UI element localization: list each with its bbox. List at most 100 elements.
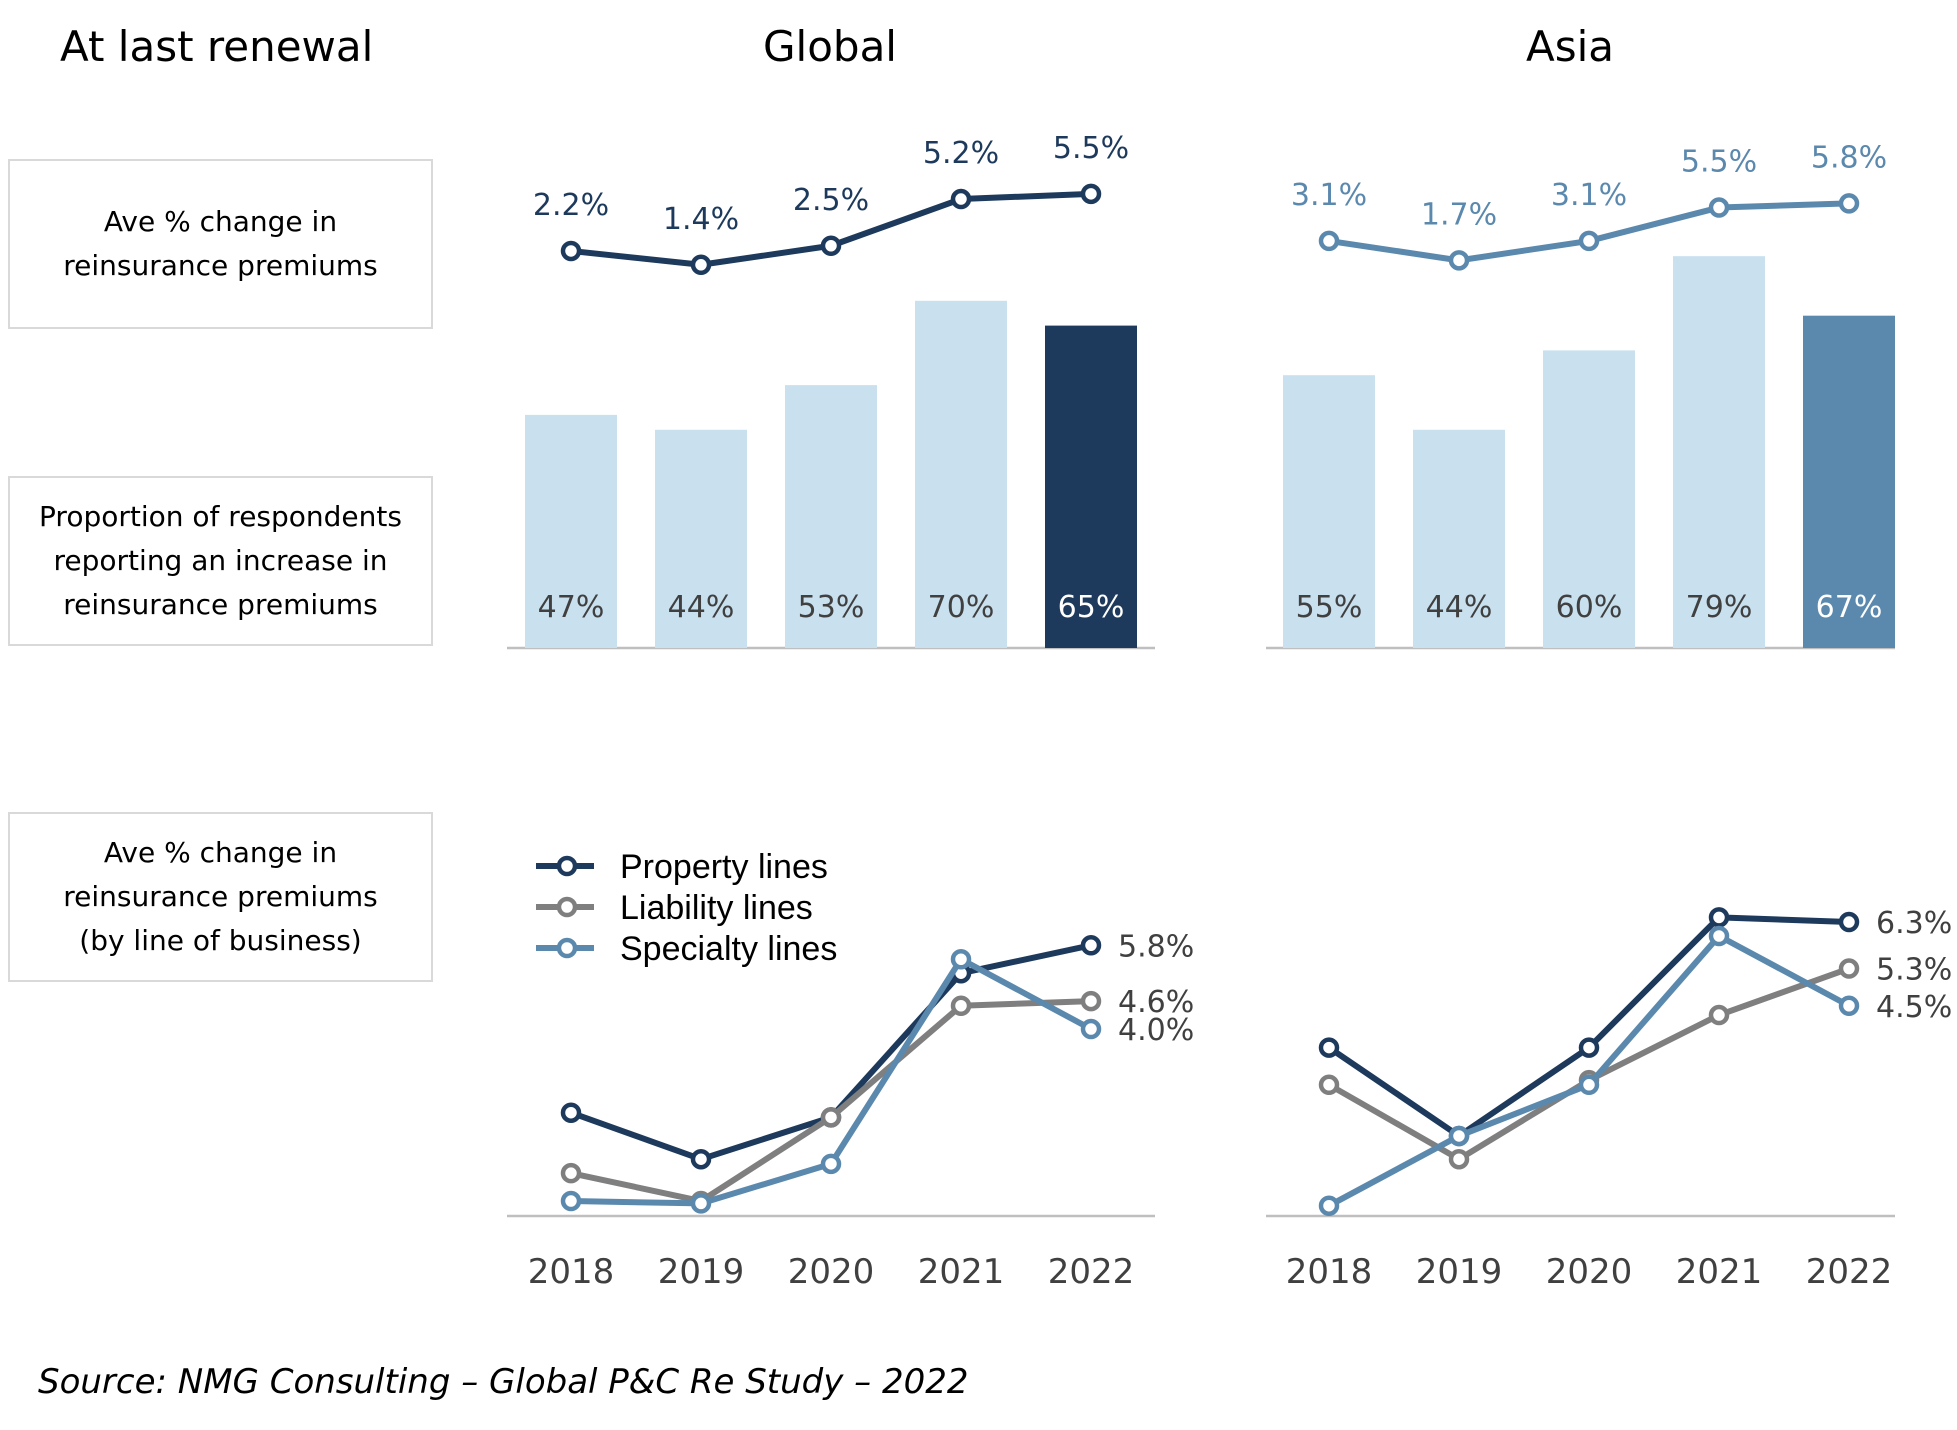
legend-marker <box>556 896 578 918</box>
x-tick-label: 2018 <box>1286 1252 1373 1292</box>
premium-change-label: 5.5% <box>1681 145 1757 180</box>
bar-label: 60% <box>1556 590 1623 625</box>
bar-label: 79% <box>1686 590 1753 625</box>
series-point <box>1838 995 1860 1016</box>
premium-change-point <box>1838 193 1860 214</box>
premium-change-point <box>690 254 712 276</box>
premium-change-label: 5.8% <box>1811 140 1887 175</box>
series-point <box>1080 935 1102 956</box>
premium-change-label: 5.5% <box>1053 131 1129 166</box>
series-end-label: 5.3% <box>1876 953 1952 988</box>
premium-change-label: 3.1% <box>1551 178 1627 213</box>
premium-change-label: 2.2% <box>533 188 609 223</box>
bar <box>525 414 617 648</box>
x-tick-label: 2018 <box>528 1252 615 1292</box>
source-note: Source: NMG Consulting – Global P&C Re S… <box>38 1362 969 1402</box>
bar <box>1045 325 1137 648</box>
row-label-line: Ave % change in <box>103 836 338 869</box>
heading-at-last-renewal: At last renewal <box>60 22 374 71</box>
series-point <box>1578 1074 1600 1096</box>
series-point <box>820 1153 842 1175</box>
x-tick-label: 2022 <box>1048 1252 1135 1292</box>
series-point <box>1318 1195 1340 1216</box>
premium-change-label: 1.7% <box>1421 197 1497 232</box>
heading-asia: Asia <box>1525 22 1615 71</box>
series-point <box>560 1190 582 1212</box>
bar <box>1803 315 1895 648</box>
premium-change-label: 3.1% <box>1291 178 1367 213</box>
row-label-premiums: Ave % change in reinsurance premiums <box>8 159 433 329</box>
row-label-proportion: Proportion of respondents reporting an i… <box>8 476 433 646</box>
series-point <box>1838 958 1860 979</box>
series-end-label: 4.6% <box>1118 985 1194 1020</box>
bar-label: 53% <box>798 590 865 625</box>
series-point <box>1448 1125 1470 1147</box>
premium-change-point <box>1318 230 1340 252</box>
premium-change-point <box>1708 197 1730 218</box>
bar <box>655 429 747 648</box>
row-label-line: Proportion of respondents <box>39 500 402 533</box>
row-label-line: reporting an increase in <box>53 544 388 577</box>
premium-change-point <box>1448 250 1470 271</box>
legend-marker <box>556 937 578 959</box>
series-point <box>560 1102 582 1123</box>
bar <box>915 300 1007 648</box>
x-tick-label: 2021 <box>918 1252 1005 1292</box>
series-line <box>1327 965 1851 1163</box>
premium-change-point <box>560 240 582 262</box>
series-point <box>1708 907 1730 928</box>
series-point <box>950 995 972 1016</box>
series-point <box>1080 990 1102 1012</box>
premium-change-point <box>1578 230 1600 252</box>
bar <box>1673 256 1765 648</box>
bar <box>1413 429 1505 648</box>
series-end-label: 4.0% <box>1118 1013 1194 1048</box>
series-point <box>1318 1037 1340 1058</box>
bar <box>1283 375 1375 648</box>
series-point <box>1080 1018 1102 1040</box>
x-tick-label: 2019 <box>1416 1252 1503 1292</box>
x-tick-label: 2020 <box>788 1252 875 1292</box>
legend-label: Specialty lines <box>620 930 837 968</box>
bar-label: 67% <box>1816 590 1883 625</box>
premium-change-label: 1.4% <box>663 202 739 237</box>
bar <box>785 385 877 648</box>
series-end-label: 4.5% <box>1876 990 1952 1025</box>
bar-label: 55% <box>1296 590 1363 625</box>
x-tick-label: 2020 <box>1546 1252 1633 1292</box>
x-tick-label: 2019 <box>658 1252 745 1292</box>
row-label-line: reinsurance premiums <box>63 880 378 913</box>
row-label-line: reinsurance premiums <box>63 249 378 282</box>
series-point <box>1838 911 1860 933</box>
bar-label: 44% <box>668 590 735 625</box>
row-label-by-line: Ave % change in reinsurance premiums (by… <box>8 812 433 982</box>
bar-label: 70% <box>928 590 995 625</box>
premium-change-label: 5.2% <box>923 136 999 171</box>
premium-change-point <box>1080 183 1102 205</box>
x-tick-label: 2022 <box>1806 1252 1893 1292</box>
row-label-line: Ave % change in <box>103 205 338 238</box>
legend-marker <box>556 855 578 877</box>
series-end-label: 6.3% <box>1876 906 1952 941</box>
series-point <box>950 949 972 970</box>
series-point <box>820 1107 842 1128</box>
series-point <box>1578 1037 1600 1058</box>
bar <box>1543 350 1635 648</box>
series-point <box>690 1193 712 1214</box>
series-point <box>1708 1004 1730 1026</box>
premium-change-point <box>820 235 842 256</box>
row-label-line: reinsurance premiums <box>63 588 378 621</box>
legend-label: Property lines <box>620 848 828 886</box>
x-tick-label: 2021 <box>1676 1252 1763 1292</box>
heading-global: Global <box>763 22 897 71</box>
series-point <box>1448 1148 1470 1170</box>
series-end-label: 5.8% <box>1118 929 1194 964</box>
premium-change-point <box>950 188 972 210</box>
series-point <box>1318 1074 1340 1096</box>
bar-label: 47% <box>538 590 605 625</box>
series-line <box>1327 914 1850 1139</box>
bar-label: 65% <box>1058 590 1125 625</box>
legend-label: Liability lines <box>620 889 813 927</box>
premium-change-label: 2.5% <box>793 183 869 218</box>
